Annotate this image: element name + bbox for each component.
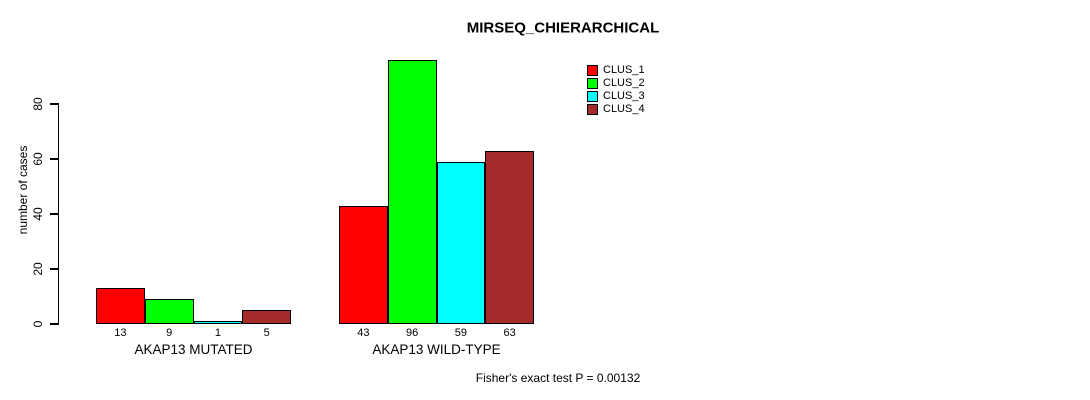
y-tick-label: 60 [31,152,45,166]
y-tick-label: 40 [31,207,45,221]
bar-value-label: 63 [503,326,516,339]
bar-clus_4-akap13-mutated [242,310,291,324]
chart-title: MIRSEQ_CHIERARCHICAL [466,19,660,37]
y-tick-label: 0 [31,320,45,328]
bar-value-label: 1 [214,326,221,339]
x-group-label: AKAP13 WILD-TYPE [372,341,501,357]
legend-swatch-clus_2 [587,78,598,89]
bar-clus_1-akap13-wild-type [339,205,388,324]
y-tick [50,158,58,160]
bar-clus_3-akap13-mutated [193,321,243,324]
bar-value-label: 13 [114,326,127,339]
bar-clus_4-akap13-wild-type [485,150,534,324]
bar-value-label: 59 [454,326,467,339]
x-group-label: AKAP13 MUTATED [134,341,253,357]
legend-swatch-clus_3 [587,91,598,102]
legend-label: CLUS_3 [603,90,645,102]
legend-swatch-clus_4 [587,104,598,115]
legend-item-clus_1: CLUS_1 [587,65,645,76]
bar-clus_3-akap13-wild-type [436,161,486,324]
legend-swatch-clus_1 [587,65,598,76]
legend-label: CLUS_2 [603,77,645,89]
legend-item-clus_2: CLUS_2 [587,78,645,89]
y-tick [50,103,58,105]
bar-value-label: 9 [166,326,173,339]
y-tick-label: 20 [31,262,45,276]
y-axis-line [57,103,59,325]
fisher-test-annotation: Fisher's exact test P = 0.00132 [475,371,641,385]
legend-label: CLUS_4 [603,103,645,115]
bar-value-label: 96 [406,326,419,339]
y-tick [50,268,58,270]
bar-clus_2-akap13-mutated [144,299,194,324]
bar-clus_1-akap13-mutated [96,288,145,324]
bar-clus_2-akap13-wild-type [387,60,437,324]
legend-item-clus_3: CLUS_3 [587,91,645,102]
legend-item-clus_4: CLUS_4 [587,104,645,115]
y-axis-label: number of cases [16,145,30,235]
y-tick-label: 80 [31,97,45,111]
y-tick [50,323,58,325]
bar-value-label: 43 [357,326,370,339]
bar-value-label: 5 [263,326,270,339]
legend: CLUS_1 CLUS_2 CLUS_3 CLUS_4 [587,65,645,117]
legend-label: CLUS_1 [603,64,645,76]
y-tick [50,213,58,215]
